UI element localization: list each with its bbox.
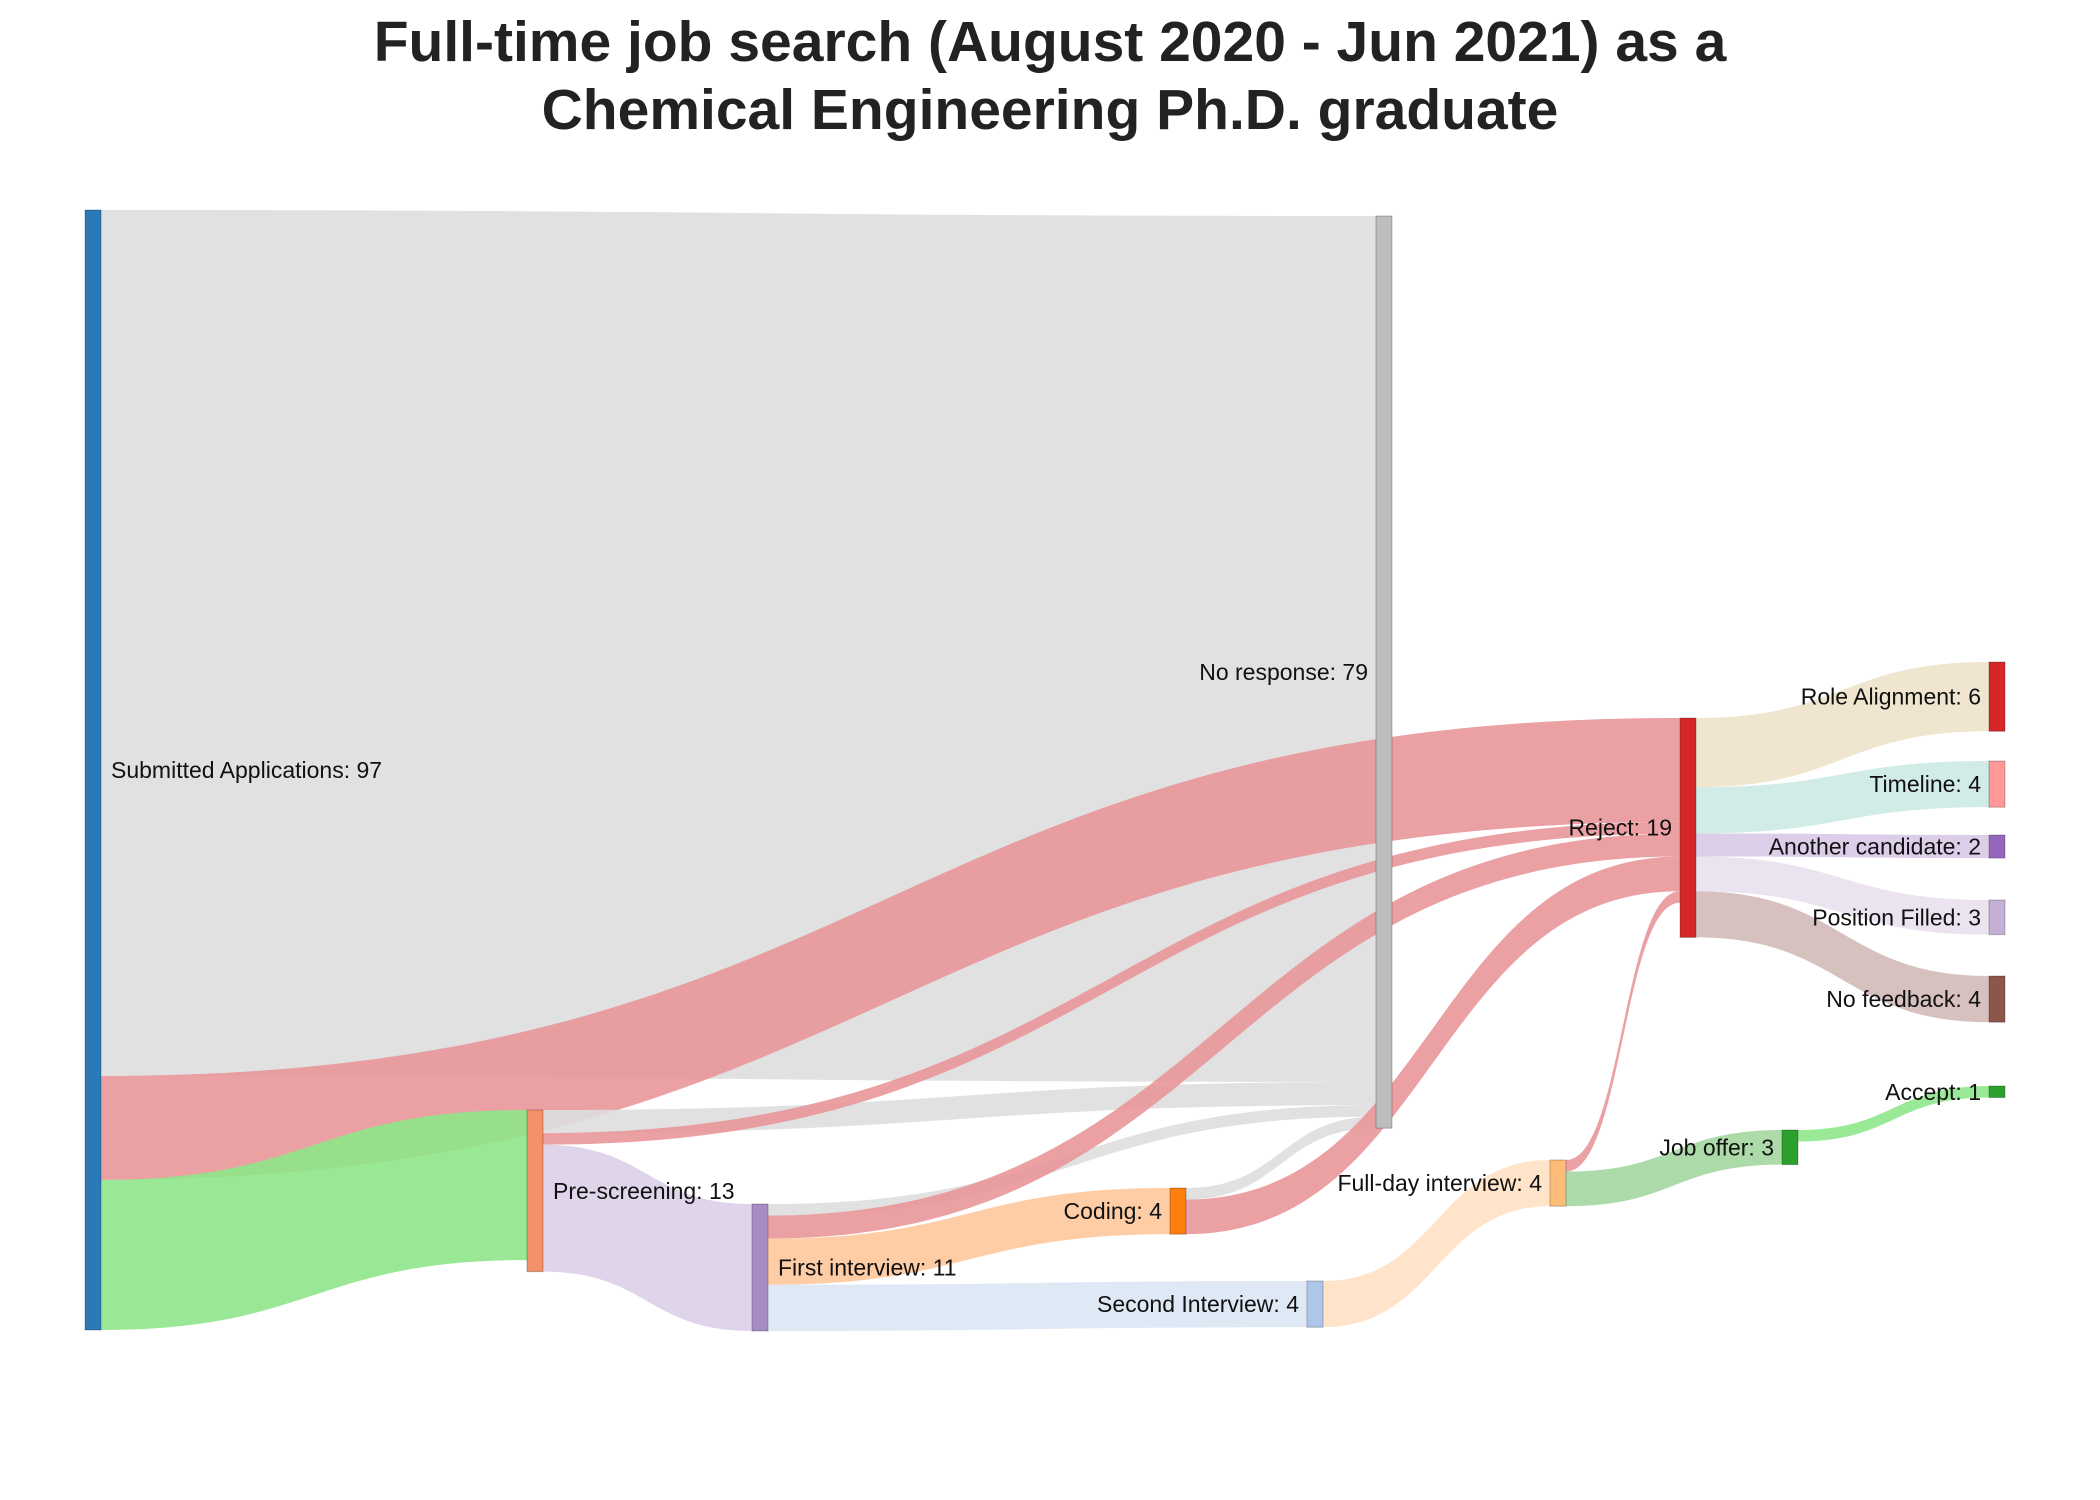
node-posfilled[interactable] (1988, 899, 2006, 936)
node-firstint[interactable] (751, 1203, 769, 1332)
node-label-joboffer: Job offer: 3 (1659, 1134, 1774, 1160)
node-label-secondint: Second Interview: 4 (1097, 1291, 1299, 1317)
sankey-links (101, 210, 1989, 1332)
link-firstint-to-reject[interactable] (768, 833, 1680, 1239)
node-accept[interactable] (1988, 1085, 2006, 1099)
node-label-another: Another candidate: 2 (1769, 834, 1981, 860)
link-reject-to-another[interactable] (1696, 833, 1989, 859)
node-label-posfilled: Position Filled: 3 (1812, 904, 1981, 930)
link-firstint-to-secondint[interactable] (768, 1281, 1307, 1332)
link-joboffer-to-accept[interactable] (1798, 1086, 1989, 1142)
node-reject[interactable] (1679, 717, 1697, 938)
node-role[interactable] (1988, 661, 2006, 732)
link-prescreen-to-firstint[interactable] (543, 1144, 752, 1332)
node-label-coding: Coding: 4 (1064, 1198, 1163, 1224)
link-reject-to-timeline[interactable] (1696, 761, 1989, 834)
node-label-accept: Accept: 1 (1885, 1079, 1981, 1105)
node-joboffer[interactable] (1781, 1129, 1799, 1166)
chart-title-line-1: Full-time job search (August 2020 - Jun … (373, 10, 1727, 74)
node-coding[interactable] (1169, 1187, 1187, 1235)
link-submitted-to-prescreen[interactable] (101, 1110, 527, 1330)
node-label-prescreen: Pre-screening: 13 (553, 1178, 735, 1204)
node-noresponse[interactable] (1375, 215, 1393, 1129)
node-label-fullday: Full-day interview: 4 (1337, 1170, 1542, 1196)
chart-title: Full-time job search (August 2020 - Jun … (0, 8, 2100, 144)
node-nofeedback[interactable] (1988, 975, 2006, 1023)
link-prescreen-to-reject[interactable] (543, 821, 1680, 1145)
chart-title-line-2: Chemical Engineering Ph.D. graduate (541, 78, 1559, 142)
link-fullday-to-joboffer[interactable] (1566, 1130, 1782, 1207)
node-secondint[interactable] (1306, 1280, 1324, 1328)
node-fullday[interactable] (1549, 1159, 1567, 1207)
node-label-timeline: Timeline: 4 (1869, 771, 1981, 797)
sankey-labels: Submitted Applications: 97 No response: 7… (111, 659, 1981, 1317)
node-label-submitted: Submitted Applications: 97 (111, 757, 382, 783)
link-submitted-to-reject[interactable] (101, 718, 1680, 1180)
node-timeline[interactable] (1988, 760, 2006, 808)
node-prescreen[interactable] (526, 1109, 544, 1273)
node-label-role: Role Alignment: 6 (1801, 684, 1981, 710)
link-fullday-to-reject[interactable] (1566, 891, 1680, 1172)
node-label-reject: Reject: 19 (1568, 815, 1672, 841)
link-reject-to-nofeedback[interactable] (1696, 891, 1989, 1023)
link-coding-to-noresponse[interactable] (1186, 1116, 1376, 1200)
link-submitted-to-noresponse[interactable] (101, 210, 1376, 1082)
node-label-nofeedback: No feedback: 4 (1826, 986, 1981, 1012)
node-another[interactable] (1988, 834, 2006, 859)
link-coding-to-reject[interactable] (1186, 856, 1680, 1235)
link-secondint-to-fullday[interactable] (1323, 1160, 1550, 1328)
node-submitted[interactable] (84, 209, 102, 1331)
link-reject-to-posfilled[interactable] (1696, 856, 1989, 935)
node-label-noresponse: No response: 79 (1199, 659, 1368, 685)
link-reject-to-role[interactable] (1696, 662, 1989, 788)
sankey-nodes (84, 209, 2006, 1332)
node-label-firstint: First interview: 11 (778, 1255, 957, 1281)
link-firstint-to-coding[interactable] (768, 1188, 1170, 1285)
